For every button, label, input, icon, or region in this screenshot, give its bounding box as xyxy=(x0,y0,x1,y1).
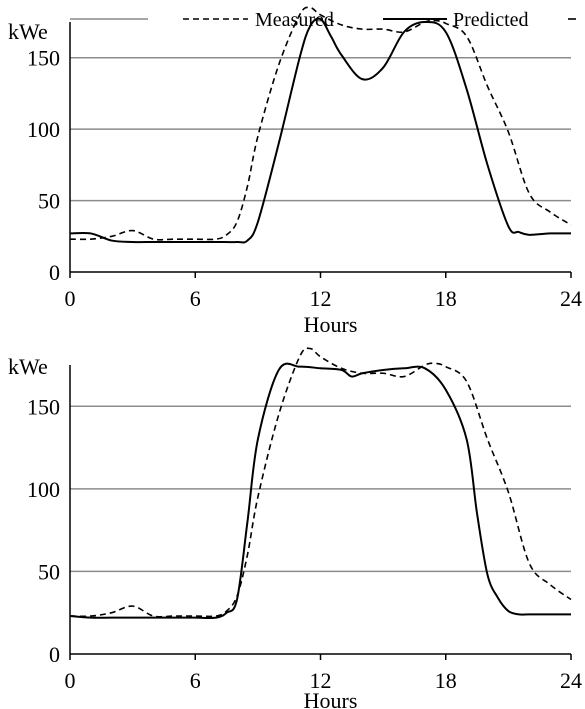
legend-measured-label: Measured xyxy=(255,9,334,31)
chart-panel-top: 0 50 100 150 0 6 12 18 24 kWe Hours xyxy=(8,6,582,337)
y-tick-label: 150 xyxy=(27,394,60,419)
x-tick-label: 24 xyxy=(560,286,582,311)
y-tick-label: 50 xyxy=(38,189,60,214)
series-line-predicted xyxy=(69,17,572,244)
x-tick-label: 12 xyxy=(310,668,332,693)
y-axis-unit-label: kWe xyxy=(8,19,48,44)
x-tick-label: 24 xyxy=(560,668,582,693)
series-line-measured xyxy=(69,347,572,618)
series-line-predicted xyxy=(69,362,571,620)
y-tick-label: 150 xyxy=(27,46,60,71)
series-line-measured xyxy=(69,6,572,241)
x-axis-label: Hours xyxy=(304,688,358,709)
legend: Measured Predicted xyxy=(70,9,576,31)
y-tick-label: 0 xyxy=(49,642,60,667)
x-tick-label: 0 xyxy=(65,668,76,693)
y-tick-label: 0 xyxy=(49,260,60,285)
x-axis-label: Hours xyxy=(304,312,358,337)
legend-predicted-label: Predicted xyxy=(453,9,529,31)
y-axis-unit-label: kWe xyxy=(8,354,48,379)
x-tick-label: 6 xyxy=(190,286,201,311)
y-tick-label: 100 xyxy=(27,117,60,142)
chart-panel-bottom: 0 50 100 150 0 6 12 18 24 kWe Hours xyxy=(8,347,582,709)
x-tick-label: 12 xyxy=(310,286,332,311)
x-tick-label: 0 xyxy=(65,286,76,311)
y-tick-label: 50 xyxy=(38,559,60,584)
x-tick-label: 18 xyxy=(435,286,457,311)
x-tick-label: 6 xyxy=(190,668,201,693)
x-tick-label: 18 xyxy=(435,668,457,693)
y-tick-label: 100 xyxy=(27,477,60,502)
